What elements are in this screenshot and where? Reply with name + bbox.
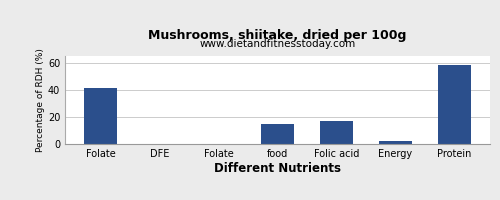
Bar (380, 141, 412, 144)
Title: Mushrooms, shiitake, dried per 100g: Mushrooms, shiitake, dried per 100g (148, 29, 406, 42)
Bar (262, 124, 294, 144)
Bar (438, 65, 470, 144)
Bar (320, 121, 352, 144)
Y-axis label: Percentage of RDH (%): Percentage of RDH (%) (36, 48, 45, 152)
Text: www.dietandfitnesstoday.com: www.dietandfitnesstoday.com (200, 39, 356, 49)
Bar (84, 88, 117, 144)
X-axis label: Different Nutrients: Different Nutrients (214, 162, 341, 175)
